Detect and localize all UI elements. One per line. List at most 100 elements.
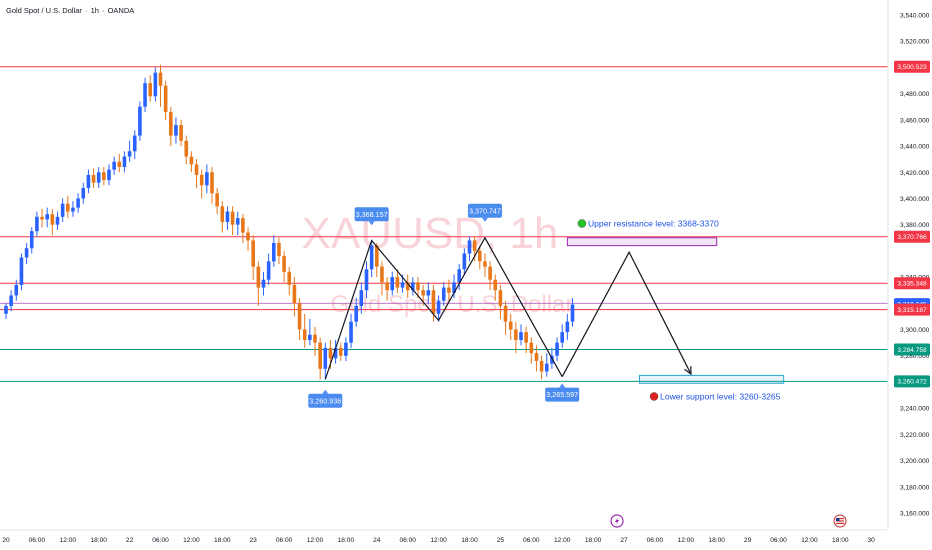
candle-body bbox=[40, 216, 44, 220]
candle-body bbox=[441, 287, 446, 301]
candle-body bbox=[277, 243, 281, 257]
candle-body bbox=[488, 266, 492, 280]
candle-body bbox=[426, 290, 431, 296]
candle bbox=[117, 153, 122, 173]
x-tick-label: 12:00 bbox=[801, 537, 818, 544]
candles-layer bbox=[4, 64, 575, 380]
candle-body bbox=[4, 305, 8, 314]
level-annotation: Upper resistance level: 3368-3370 bbox=[577, 218, 719, 228]
y-tick-label: 3,420.000 bbox=[900, 170, 930, 177]
candle bbox=[282, 250, 286, 283]
candle bbox=[230, 206, 235, 236]
y-tick-label: 3,460.000 bbox=[900, 117, 930, 124]
candle bbox=[508, 313, 513, 341]
candle-body bbox=[96, 172, 101, 183]
candle-body bbox=[405, 282, 410, 291]
candle bbox=[318, 337, 322, 380]
pivot-label: 3,368.157 bbox=[354, 207, 389, 226]
candle bbox=[184, 135, 189, 165]
candle-body bbox=[354, 305, 358, 322]
candle-body bbox=[287, 271, 292, 285]
candle bbox=[344, 337, 348, 361]
candle-body bbox=[189, 156, 194, 165]
candle-body bbox=[50, 214, 55, 225]
pivot-label-pointer bbox=[481, 217, 488, 222]
candle-body bbox=[529, 342, 534, 354]
price-label-text: 3,335.348 bbox=[897, 281, 927, 288]
us-flag-event-icon[interactable] bbox=[833, 514, 847, 528]
header-separator-2: · bbox=[102, 6, 105, 15]
candle-body bbox=[235, 218, 240, 225]
x-tick-label: 06:00 bbox=[29, 537, 46, 544]
candle bbox=[112, 156, 116, 175]
annotation-dot bbox=[649, 392, 659, 401]
candle-body bbox=[215, 193, 219, 207]
candle bbox=[380, 261, 384, 296]
resistance-zone bbox=[566, 237, 718, 247]
y-tick-label: 3,220.000 bbox=[900, 432, 930, 439]
candle bbox=[4, 303, 8, 320]
lightning-event-icon[interactable] bbox=[610, 514, 624, 528]
candle bbox=[174, 117, 178, 144]
candle-body bbox=[400, 282, 405, 288]
candle-body bbox=[266, 261, 271, 280]
candle bbox=[416, 277, 420, 299]
price-label-box bbox=[894, 60, 930, 73]
pivot-label-text: 3,370.747 bbox=[469, 206, 501, 215]
candle-body bbox=[132, 135, 137, 152]
candle bbox=[143, 77, 147, 112]
candle bbox=[132, 130, 137, 160]
candle-body bbox=[225, 211, 230, 223]
candle-body bbox=[91, 174, 96, 183]
price-label-box bbox=[894, 277, 930, 290]
candle-body bbox=[462, 253, 467, 270]
symbol-name[interactable]: Gold Spot / U.S. Dollar bbox=[6, 6, 82, 15]
candle-body bbox=[86, 174, 91, 188]
x-tick-label: 29 bbox=[744, 537, 752, 544]
candle bbox=[369, 240, 374, 278]
candle-body bbox=[163, 85, 168, 112]
candle-body bbox=[205, 172, 209, 186]
candle bbox=[122, 151, 127, 173]
pivot-label-pointer bbox=[322, 389, 329, 394]
candle bbox=[452, 274, 456, 299]
interval-label[interactable]: 1h bbox=[90, 6, 99, 15]
y-tick-label: 3,520.000 bbox=[900, 39, 930, 46]
candle-body bbox=[9, 295, 13, 306]
candle-body bbox=[478, 250, 482, 262]
candle bbox=[467, 236, 472, 262]
candle-body bbox=[421, 290, 425, 296]
candle-body bbox=[514, 329, 518, 341]
candle-body bbox=[493, 279, 498, 291]
candle-body bbox=[179, 125, 183, 141]
candle bbox=[35, 211, 39, 237]
price-label-box bbox=[894, 343, 930, 356]
x-tick-label: 12:00 bbox=[430, 537, 447, 544]
candle-body bbox=[385, 282, 389, 291]
candle bbox=[308, 319, 312, 346]
candle-body bbox=[498, 290, 503, 306]
candle bbox=[138, 101, 142, 141]
candle-body bbox=[71, 207, 75, 212]
y-tick-label: 3,380.000 bbox=[900, 222, 930, 229]
candle bbox=[76, 193, 80, 213]
price-label-text: 3,284.758 bbox=[897, 347, 927, 354]
candle-body bbox=[395, 277, 400, 288]
candle bbox=[544, 353, 549, 377]
price-label: 3,315.187 bbox=[894, 303, 930, 316]
candle bbox=[66, 195, 70, 219]
candle bbox=[534, 345, 539, 372]
y-tick-label: 3,280.000 bbox=[900, 353, 930, 360]
y-tick-label: 3,160.000 bbox=[900, 510, 930, 517]
candle-body bbox=[524, 332, 528, 343]
candle-body bbox=[570, 304, 575, 322]
pivot-label-text: 3,368.157 bbox=[356, 210, 388, 219]
candle bbox=[385, 277, 389, 301]
candle-body bbox=[375, 245, 379, 267]
candle-body bbox=[447, 287, 451, 293]
candle bbox=[313, 326, 317, 356]
candle bbox=[96, 167, 101, 188]
x-tick-label: 12:00 bbox=[678, 537, 695, 544]
y-tick-label: 3,200.000 bbox=[900, 458, 930, 465]
